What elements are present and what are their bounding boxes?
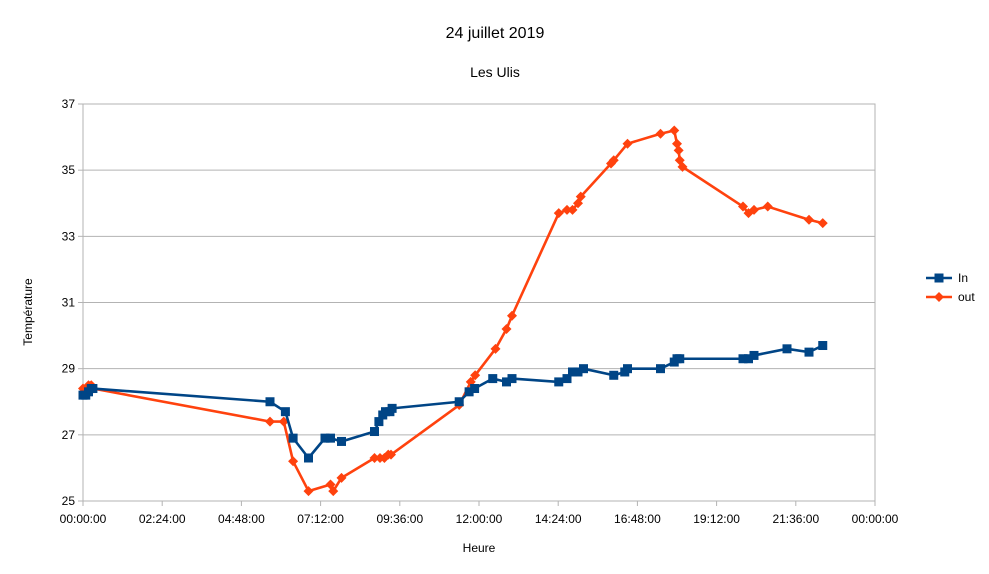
data-point-out	[501, 323, 512, 334]
data-point-in	[609, 370, 619, 380]
data-point-out	[677, 161, 688, 172]
data-point-in	[488, 374, 498, 384]
data-point-in	[337, 436, 346, 446]
data-point-out	[562, 204, 572, 215]
data-point-out	[470, 370, 481, 381]
y-tick-label: 31	[62, 296, 76, 310]
y-tick-label: 29	[62, 362, 76, 376]
data-point-out	[490, 343, 501, 354]
data-point-in	[320, 433, 330, 443]
series-in	[78, 341, 828, 463]
data-point-out	[673, 145, 684, 156]
x-tick-label: 19:12:00	[693, 512, 740, 526]
grid	[78, 103, 876, 506]
data-point-in	[304, 453, 313, 463]
data-point-out	[328, 486, 339, 497]
data-point-out	[567, 204, 578, 215]
data-point-out	[575, 191, 586, 202]
y-tick-label: 37	[62, 97, 76, 111]
x-axis-tick-labels: 00:00:00 02:24:00 04:48:00 07:12:00 09:36:00…	[60, 512, 899, 526]
x-tick-label: 04:48:00	[218, 512, 265, 526]
y-tick-label: 35	[62, 163, 76, 177]
data-point-in	[562, 374, 572, 384]
x-tick-label: 21:36:00	[772, 512, 819, 526]
data-point-in	[554, 377, 564, 387]
data-point-in	[579, 364, 588, 374]
data-point-in	[744, 354, 753, 364]
chart-subtitle: Les Ulis	[470, 64, 520, 80]
data-point-out	[288, 456, 299, 467]
legend-marker-out	[934, 292, 944, 302]
y-axis-tick-labels: 25 27 29 31 33 35 37	[62, 97, 76, 508]
data-point-out	[655, 128, 666, 139]
data-point-out	[608, 155, 619, 166]
data-point-out	[804, 214, 814, 225]
series-line-out	[82, 129, 824, 493]
series-line-in	[83, 344, 824, 460]
data-point-out	[507, 310, 517, 321]
series-layer	[78, 125, 828, 497]
data-point-out	[669, 125, 680, 136]
data-point-in	[782, 344, 792, 354]
data-point-in	[804, 347, 814, 357]
data-point-out	[817, 218, 828, 229]
x-tick-label: 02:24:00	[139, 512, 186, 526]
data-point-in	[265, 397, 275, 407]
y-tick-label: 25	[62, 494, 76, 508]
data-point-in	[738, 354, 748, 364]
data-point-in	[326, 433, 335, 443]
data-point-out	[369, 452, 380, 463]
data-point-in	[675, 354, 685, 364]
x-tick-label: 16:48:00	[614, 512, 661, 526]
data-point-in	[573, 367, 583, 377]
x-tick-label: 09:36:00	[376, 512, 423, 526]
data-point-in	[288, 433, 298, 443]
plot-area-frame	[82, 103, 876, 502]
data-point-in	[387, 403, 397, 413]
legend: In out	[926, 271, 975, 304]
x-tick-label: 14:24:00	[535, 512, 582, 526]
legend-marker-in	[934, 273, 944, 283]
data-point-in	[623, 364, 632, 374]
data-point-in	[749, 350, 759, 360]
data-point-out	[738, 201, 748, 212]
series-out	[78, 125, 828, 497]
data-point-in	[568, 367, 577, 377]
data-point-in	[454, 397, 464, 407]
data-point-in	[656, 364, 665, 374]
data-point-in	[374, 417, 384, 427]
data-point-out	[303, 486, 314, 497]
y-tick-label: 27	[62, 428, 76, 442]
data-point-in	[88, 384, 98, 394]
x-tick-label: 12:00:00	[456, 512, 503, 526]
data-point-in	[502, 377, 511, 387]
legend-label-in: In	[958, 271, 968, 285]
data-point-out	[762, 201, 773, 212]
x-tick-label: 00:00:00	[852, 512, 899, 526]
data-point-in	[280, 407, 290, 417]
data-point-in	[464, 387, 474, 397]
legend-label-out: out	[958, 290, 975, 304]
data-point-out	[553, 208, 564, 219]
data-point-out	[622, 138, 633, 149]
data-point-in	[818, 341, 828, 351]
data-point-in	[470, 384, 480, 394]
data-point-out	[336, 472, 347, 483]
y-axis-label: Température	[21, 278, 35, 346]
data-point-out	[386, 449, 396, 460]
data-point-out	[749, 204, 759, 215]
data-point-out	[265, 416, 275, 427]
y-tick-label: 33	[62, 229, 76, 243]
chart-title: 24 juillet 2019	[446, 25, 545, 42]
data-point-in	[370, 427, 379, 437]
x-axis-label: Heure	[463, 541, 496, 555]
x-tick-label: 00:00:00	[60, 512, 107, 526]
data-point-in	[507, 374, 517, 384]
x-tick-label: 07:12:00	[297, 512, 344, 526]
